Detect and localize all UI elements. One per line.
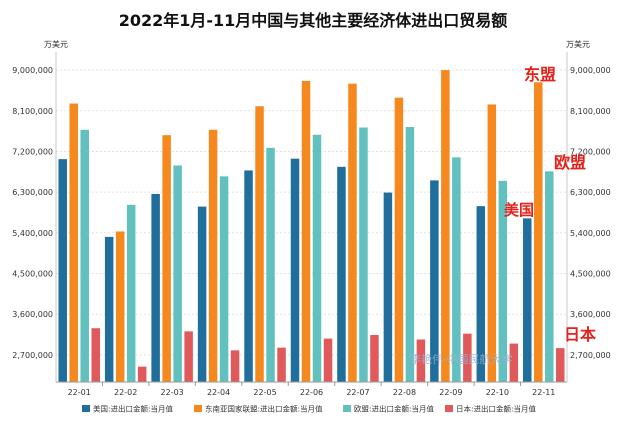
bar [255,106,264,382]
bar [337,166,346,382]
y-tick-label-right: 4,500,000 [570,270,611,279]
bar [405,127,415,382]
bar [348,83,357,383]
bar [534,82,543,383]
y-tick-label-right: 3,600,000 [570,310,611,319]
bar [487,104,497,382]
bar [509,343,519,382]
y-tick-label-left: 3,600,000 [12,310,53,319]
bar [58,159,67,382]
right-unit-label: 万美元 [566,39,590,49]
y-tick-label-right: 5,400,000 [570,229,611,238]
x-tick-label: 22-11 [532,388,555,397]
bar [151,193,160,382]
bar [383,192,393,382]
bar [162,135,171,382]
x-tick-label: 22-08 [393,388,416,397]
watermark: 李艳伟·中国民航大学 [410,352,513,366]
x-tick-label: 22-03 [161,388,184,397]
y-axis-left: 2,700,000 3,600,000 4,500,000 5,400,000 6,30… [12,66,53,360]
legend-label: 欧盟:进出口金额:当月值 [354,404,435,414]
x-tick-label: 22-02 [114,388,137,397]
bar [104,236,114,382]
bar [244,170,253,382]
bar [219,176,229,382]
bar [359,127,368,382]
y-tick-label-right: 6,300,000 [570,188,611,197]
bar [266,147,275,382]
legend-label: 美国:进出口金额:当月值 [93,404,174,414]
legend-label: 东南亚国家联盟:进出口金额:当月值 [205,404,323,414]
annotation-label: 美国 [504,201,534,219]
bar [312,134,322,382]
x-tick-label: 22-06 [300,388,323,397]
legend-swatch [82,405,90,412]
x-tick-label: 22-04 [207,388,230,397]
bar [197,206,207,382]
bar [430,180,439,382]
bar [173,165,182,382]
left-unit-label: 万美元 [44,39,68,49]
bar [394,97,404,382]
bar [69,103,78,383]
bar [441,70,450,383]
bar [523,218,532,382]
x-tick-label: 22-01 [68,388,91,397]
bar [452,157,461,382]
bar [370,334,379,382]
x-tick-label: 22-10 [486,388,509,397]
bar [476,206,486,382]
bar [91,328,100,382]
y-tick-label-right: 9,000,000 [570,66,611,75]
bar [80,129,89,382]
bar [301,80,311,382]
y-tick-label-right: 8,100,000 [570,107,611,116]
bar [416,339,426,382]
x-axis: 22-01 22-02 22-03 22-04 22-05 22-06 22-07 22-08… [55,52,568,397]
bar [463,333,472,382]
x-tick-label: 22-07 [346,388,369,397]
bars [58,70,565,383]
y-tick-label-left: 8,100,000 [12,107,53,116]
bar [137,366,147,382]
y-tick-label-left: 6,300,000 [12,188,53,197]
chart-title: 2022年1月-11月中国与其他主要经济体进出口贸易额 [119,11,508,30]
legend-swatch [194,405,202,412]
y-tick-label-right: 7,200,000 [570,147,611,156]
y-tick-label-left: 4,500,000 [12,270,53,279]
legend-swatch [343,405,351,412]
legend-swatch [445,405,453,412]
legend: 美国:进出口金额:当月值 东南亚国家联盟:进出口金额:当月值 欧盟:进出口金额:当月… [82,404,537,414]
y-tick-label-left: 5,400,000 [12,229,53,238]
y-tick-label-left: 7,200,000 [12,147,53,156]
bar [498,180,508,382]
x-tick-label: 22-05 [253,388,276,397]
bar [126,204,136,382]
annotation-label: 日本 [564,325,596,344]
bar [323,338,333,382]
legend-label: 日本:进出口金额:当月值 [456,404,537,414]
annotation-label: 东盟 [524,65,556,84]
bar [277,347,286,382]
y-tick-label-left: 9,000,000 [12,66,53,75]
annotation-label: 欧盟 [554,153,586,172]
y-tick-label-left: 2,700,000 [12,351,53,360]
y-tick-label-right: 2,700,000 [570,351,611,360]
bar [115,231,125,382]
bar [556,348,565,382]
y-axis-right: 2,700,000 3,600,000 4,500,000 5,400,000 6,30… [570,66,611,360]
bar [230,350,240,382]
bar [184,331,193,382]
bar [290,158,300,382]
bar [545,171,554,382]
bar [208,129,218,382]
x-tick-label: 22-09 [439,388,462,397]
